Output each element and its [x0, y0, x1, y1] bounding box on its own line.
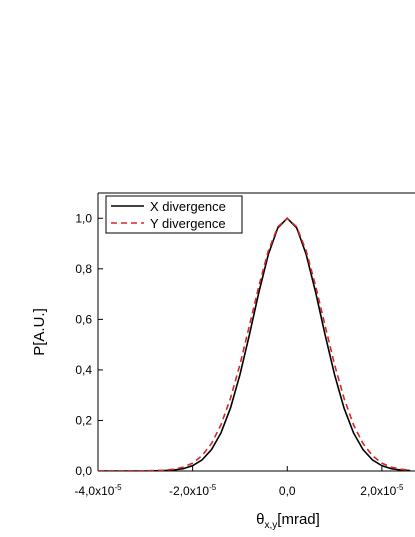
legend-box [105, 195, 243, 234]
x-label-subscript: x,y [265, 520, 278, 531]
y-tick-label: 0,8 [75, 262, 92, 276]
x-tick-label-exponent: -5 [396, 483, 404, 492]
x-tick-label-text: 2,0x10 [360, 484, 396, 498]
y-tick-label: 0,2 [75, 413, 92, 427]
legend-label: Y divergence [150, 216, 226, 231]
y-axis-label: P[A.U.] [31, 308, 48, 356]
x-tick-label-text: 0,0 [279, 484, 296, 498]
y-tick-label: 1,0 [75, 211, 92, 225]
x-tick-label: 0,0 [279, 484, 296, 498]
legend-label: X divergence [150, 199, 226, 214]
x-tick-label-exponent: -5 [114, 483, 122, 492]
x-tick-label: 2,0x10-5 [360, 483, 404, 498]
series-line [98, 217, 411, 471]
x-label-suffix: [mrad] [277, 511, 320, 528]
series-line [98, 217, 411, 471]
x-axis-label: θx,y[mrad] [256, 511, 320, 531]
x-tick-label-text: -4,0x10 [74, 484, 114, 498]
x-tick-label: -2,0x10-5 [169, 483, 217, 498]
x-label-symbol: θ [256, 511, 264, 528]
y-tick-label: 0,0 [75, 464, 92, 478]
x-tick-label-text: -2,0x10 [169, 484, 209, 498]
y-tick-label: 0,6 [75, 312, 92, 326]
x-tick-label-exponent: -5 [209, 483, 217, 492]
plot-area [98, 217, 411, 471]
x-tick-label: -4,0x10-5 [74, 483, 122, 498]
y-tick-label: 0,4 [75, 363, 92, 377]
